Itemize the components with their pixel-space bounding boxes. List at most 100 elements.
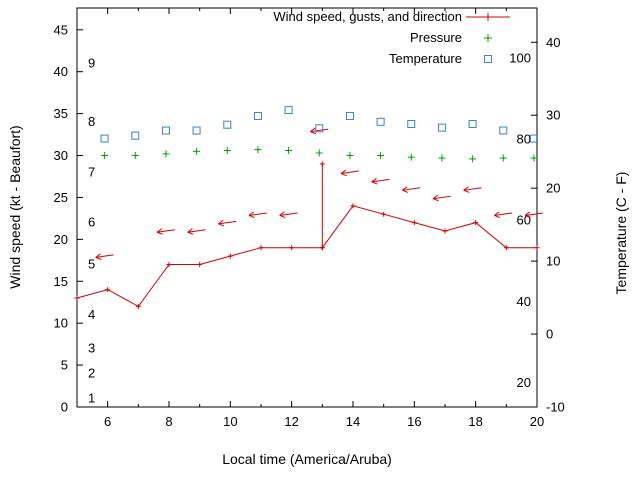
wind-arrow-head [432,198,439,202]
temperature-point [161,126,170,135]
legend-sample-marker [484,55,492,63]
y-left-tick-label: 30 [54,148,68,163]
wind-arrow-head [218,219,224,225]
wind-arrow-head [463,189,470,193]
beaufort-label: 9 [88,55,95,70]
temperature-point [468,119,477,128]
temperature-point [131,131,140,140]
plot-border [76,7,538,408]
temperature-point [192,126,201,135]
wind-arrow-shaft [218,220,237,225]
wind-arrow-shaft [494,212,513,216]
beaufort-label: 4 [88,307,95,322]
y-right-tick-label: -10 [546,400,565,415]
x-tick-label: 6 [104,414,111,429]
wind-arrow-shaft [156,229,175,233]
legend-label: Wind speed, gusts, and direction [273,9,462,24]
series-wind_gust_direction [95,127,543,260]
wind-arrow-head [187,228,193,233]
x-tick-label: 10 [223,414,237,429]
wind-arrow-head [463,186,469,191]
wind-arrow-head [279,214,286,219]
wind-arrow-head [95,253,101,258]
y-left-tick-label: 5 [61,358,68,373]
fahrenheit-label: 40 [517,294,531,309]
y-left-tick-label: 0 [61,400,68,415]
wind-arrow-shaft [402,187,421,191]
legend: Wind speed, gusts, and direction Pressure… [273,9,510,66]
legend-label: Pressure [410,30,462,45]
series-pressure [101,146,538,163]
wind-arrow-head [248,214,255,219]
wind-arrow-head [218,223,225,227]
y-right-tick-label: 0 [546,327,553,342]
wind-arrow-head [156,228,163,233]
wind-arrow-shaft [371,178,390,183]
temperature-point [284,106,293,115]
x-tick-label: 18 [468,414,482,429]
wind-arrow-shaft [248,212,267,216]
y-right-tick-label: 20 [546,181,560,196]
y-right-tick-label: 40 [546,35,560,50]
wind-arrow-head [524,211,531,216]
temperature-point [437,123,446,132]
wind-arrow-shaft [340,170,359,175]
y-right-tick-label: 10 [546,254,560,269]
x-tick-label: 12 [284,414,298,429]
wind-arrow-head [310,131,317,135]
y-left-tick-label: 40 [54,64,68,79]
fahrenheit-label: 100 [509,50,531,65]
wind-arrow-head [524,214,531,219]
temperature-point [345,111,354,120]
temperature-point [529,134,538,143]
wind-arrow-shaft [432,195,451,200]
wind-arrow-shaft [463,187,482,191]
wind-arrow-head [432,194,439,200]
wind-arrow-head [402,186,408,191]
beaufort-label: 5 [88,257,95,272]
x-tick-label: 20 [530,414,544,429]
wind-arrow-shaft [95,254,114,258]
y-left-tick-label: 10 [54,316,68,331]
wind-arrow-shaft [279,212,298,216]
x-axis-label: Local time (America/Aruba) [222,451,392,467]
wind-arrow-head [494,211,500,216]
beaufort-scale-labels: 1 2 3 4 5 6 7 8 9 [88,55,95,405]
wind-arrow-head [310,127,316,133]
fahrenheit-label: 20 [517,375,531,390]
wind-arrow-shaft [187,229,206,233]
y-left-tick-label: 45 [54,22,68,37]
x-tick-label: 8 [165,414,172,429]
y-right-ticks: -10 0 10 20 30 40 [531,35,565,415]
x-tick-label: 16 [407,414,421,429]
temperature-point [499,126,508,135]
y-left-tick-label: 15 [54,274,68,289]
x-tick-label: 14 [346,414,360,429]
wind-arrow-head [95,256,102,260]
legend-label: Temperature [389,51,462,66]
temperature-point [223,120,232,129]
wind-arrow-head [371,181,378,185]
wind-arrow-head [248,211,255,216]
beaufort-label: 8 [88,114,95,129]
y-axis-label-left: Wind speed (kt - Beaufort) [7,125,23,289]
wind-speed-line [76,163,537,308]
x-axis-ticks: 6 8 10 12 14 16 18 20 [76,8,544,429]
temperature-point [315,124,324,133]
y-axis-label-right: Temperature (C - F) [613,171,629,295]
fahrenheit-label: 80 [517,131,531,146]
wind-arrow-head [340,169,347,174]
y-left-ticks: 0 5 10 15 20 25 30 35 40 45 [54,22,83,415]
temperature-point [376,117,385,126]
y-right-tick-label: 30 [546,108,560,123]
wind-arrow-shaft [310,128,329,133]
temperature-point [407,119,416,128]
wind-arrow-head [340,173,347,177]
beaufort-label: 1 [88,391,95,406]
temperature-point [253,111,262,120]
wind-arrow-head [371,177,377,183]
y-left-tick-label: 20 [54,232,68,247]
beaufort-label: 2 [88,365,95,380]
